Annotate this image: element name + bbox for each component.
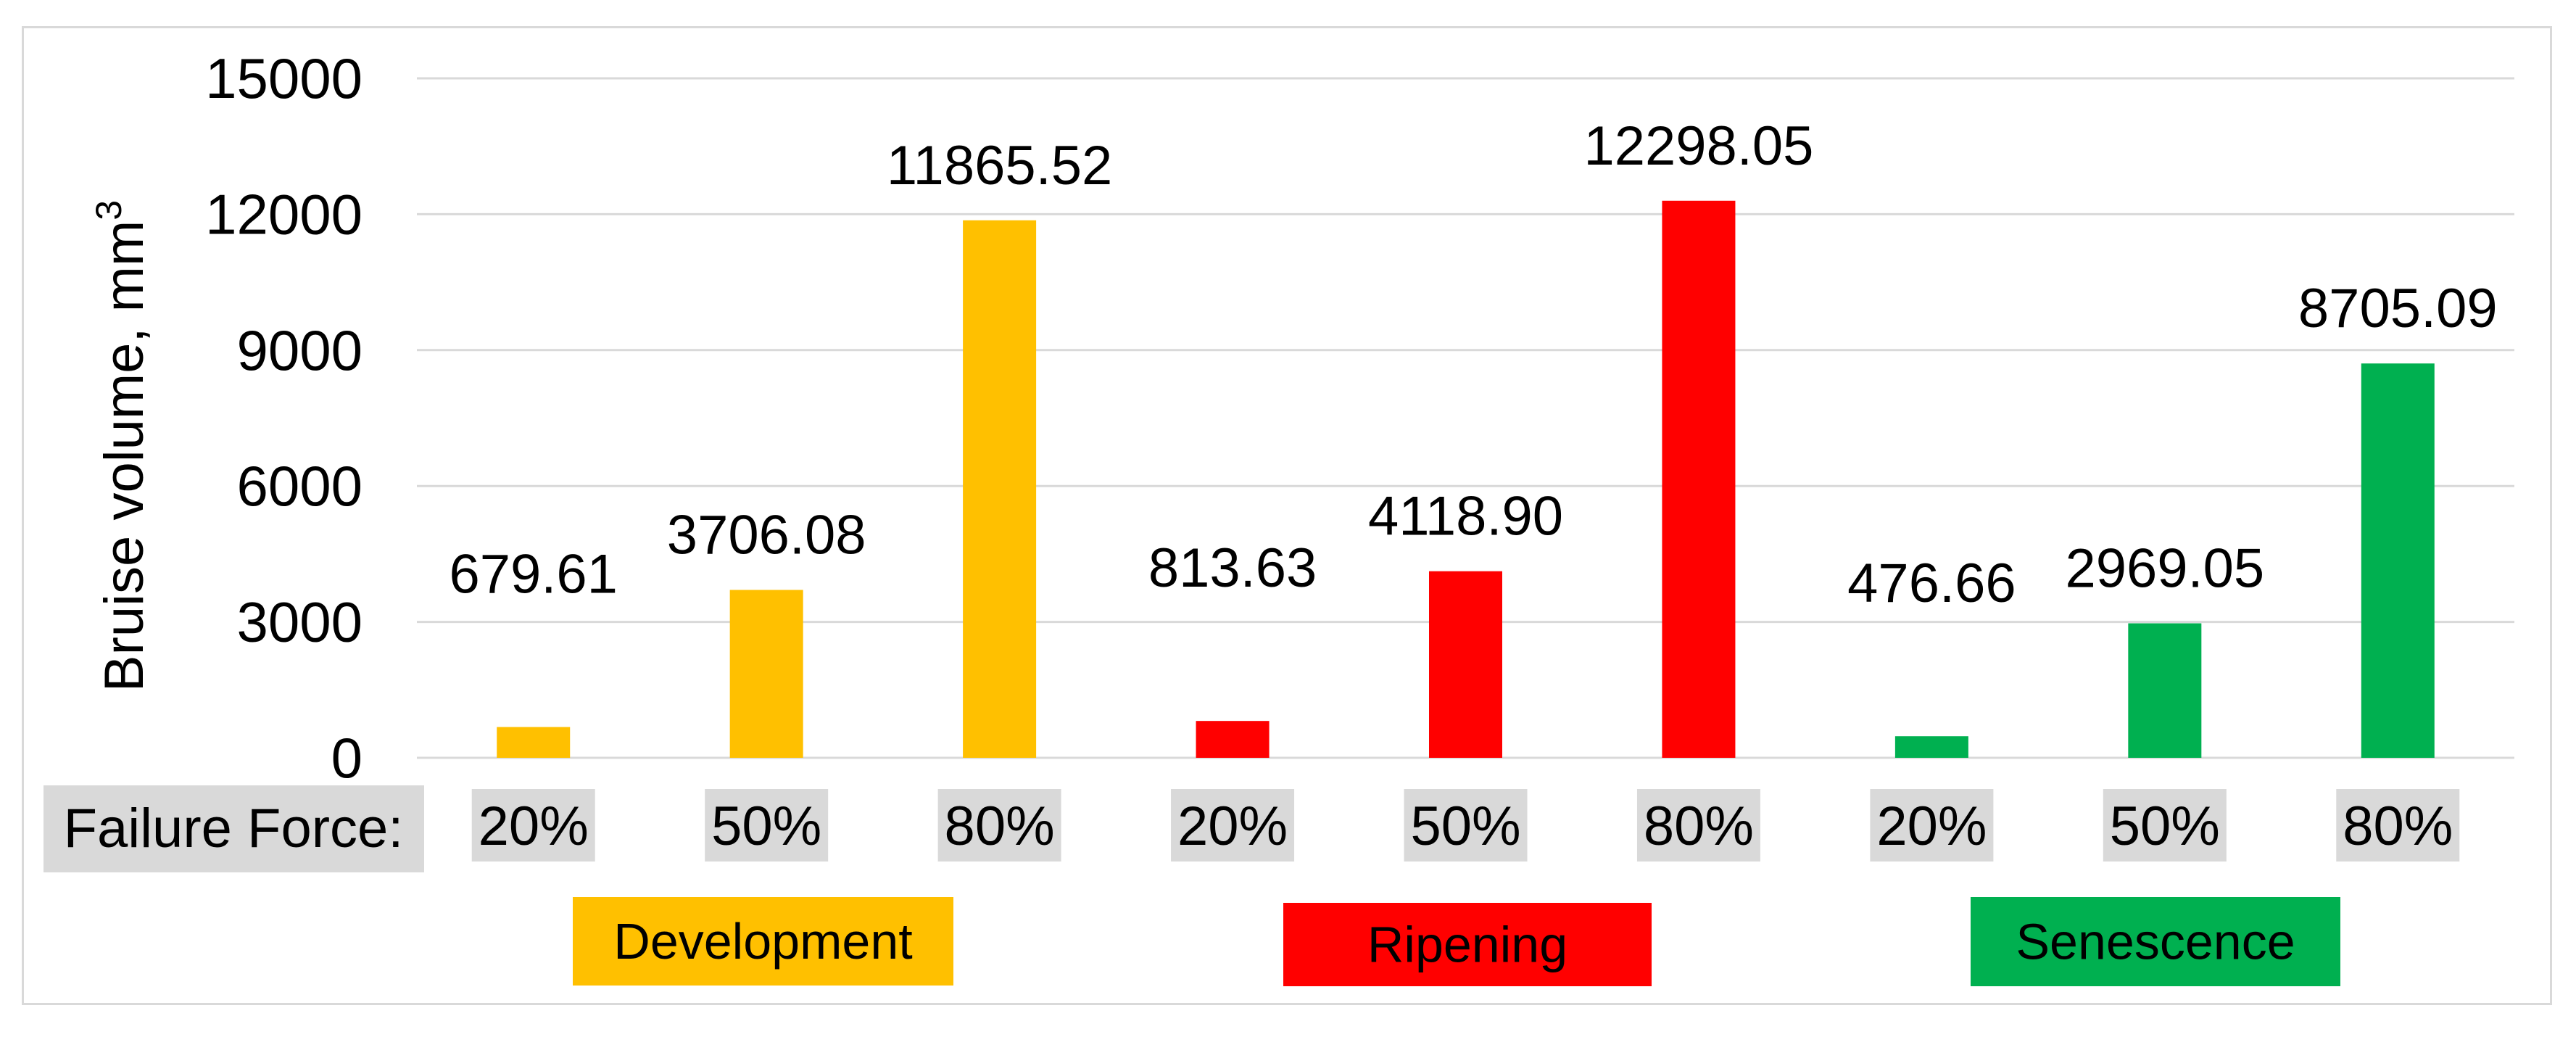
category-label-bg xyxy=(2336,789,2460,862)
group-label-bg-ripening xyxy=(1283,903,1652,986)
data-label: 8705.09 xyxy=(2298,278,2498,339)
category-label-bg xyxy=(1870,789,1994,862)
bar xyxy=(2128,623,2202,758)
data-labels: 679.61 3706.08 11865.52 813.63 4118.90 12298.… xyxy=(449,115,2497,614)
bar xyxy=(2361,363,2435,758)
data-label: 11865.52 xyxy=(887,135,1112,197)
bar xyxy=(497,727,571,758)
bar xyxy=(1662,200,1736,758)
group-label-bg-senescence xyxy=(1971,897,2340,986)
y-tick-label: 0 xyxy=(331,726,363,790)
category-label: 50% xyxy=(2110,796,2220,857)
category-labels: 20% 50% 80% 20% 50% 80% 20% 50% 80% Failure Force… xyxy=(44,785,2460,872)
bar xyxy=(1429,571,1502,758)
y-tick-label: 3000 xyxy=(236,590,363,654)
category-label: 80% xyxy=(945,796,1055,857)
y-tick-label: 9000 xyxy=(236,318,363,382)
category-label: 20% xyxy=(1177,796,1288,857)
category-label-bg xyxy=(937,789,1061,862)
category-label-bg xyxy=(1404,789,1528,862)
bars xyxy=(497,200,2435,758)
category-label-bg xyxy=(1171,789,1295,862)
category-label-bg xyxy=(2103,789,2227,862)
data-label: 4118.90 xyxy=(1368,486,1563,548)
category-label-bg xyxy=(705,789,829,862)
category-label-bg xyxy=(1636,789,1760,862)
bar xyxy=(1894,736,1968,758)
group-label-senescence: Senescence xyxy=(2016,914,2295,970)
y-axis-label: Bruise volume, mm3 xyxy=(88,200,155,692)
category-label: 50% xyxy=(711,796,821,857)
data-label: 3706.08 xyxy=(667,504,866,566)
category-label: 20% xyxy=(1876,796,1987,857)
y-axis-ticks: 0 3000 6000 9000 12000 15000 xyxy=(205,46,363,790)
group-label-ripening: Ripening xyxy=(1367,917,1567,973)
bar xyxy=(1196,721,1270,758)
category-label: 80% xyxy=(1644,796,1754,857)
group-label-development: Development xyxy=(613,913,912,970)
bar xyxy=(729,590,803,758)
category-label-bg xyxy=(471,789,595,862)
y-tick-label: 15000 xyxy=(205,46,363,110)
data-label: 679.61 xyxy=(449,544,617,606)
group-label-bg-development xyxy=(573,897,953,986)
y-axis-title-superscript: 3 xyxy=(88,200,129,220)
group-labels: Development Ripening Senescence xyxy=(573,897,2340,986)
y-axis-title: Bruise volume, mm3 xyxy=(88,200,155,692)
data-label: 476.66 xyxy=(1847,553,2016,614)
data-label: 12298.05 xyxy=(1583,115,1813,177)
bar xyxy=(963,220,1037,758)
y-tick-label: 6000 xyxy=(236,454,363,518)
row-label-bg xyxy=(44,785,424,872)
row-label: Failure Force: xyxy=(64,798,404,859)
data-label: 2969.05 xyxy=(2065,538,2264,600)
y-tick-label: 12000 xyxy=(205,182,363,246)
category-label: 20% xyxy=(479,796,589,857)
category-label: 50% xyxy=(1410,796,1520,857)
category-label: 80% xyxy=(2343,796,2453,857)
data-label: 813.63 xyxy=(1148,537,1317,599)
